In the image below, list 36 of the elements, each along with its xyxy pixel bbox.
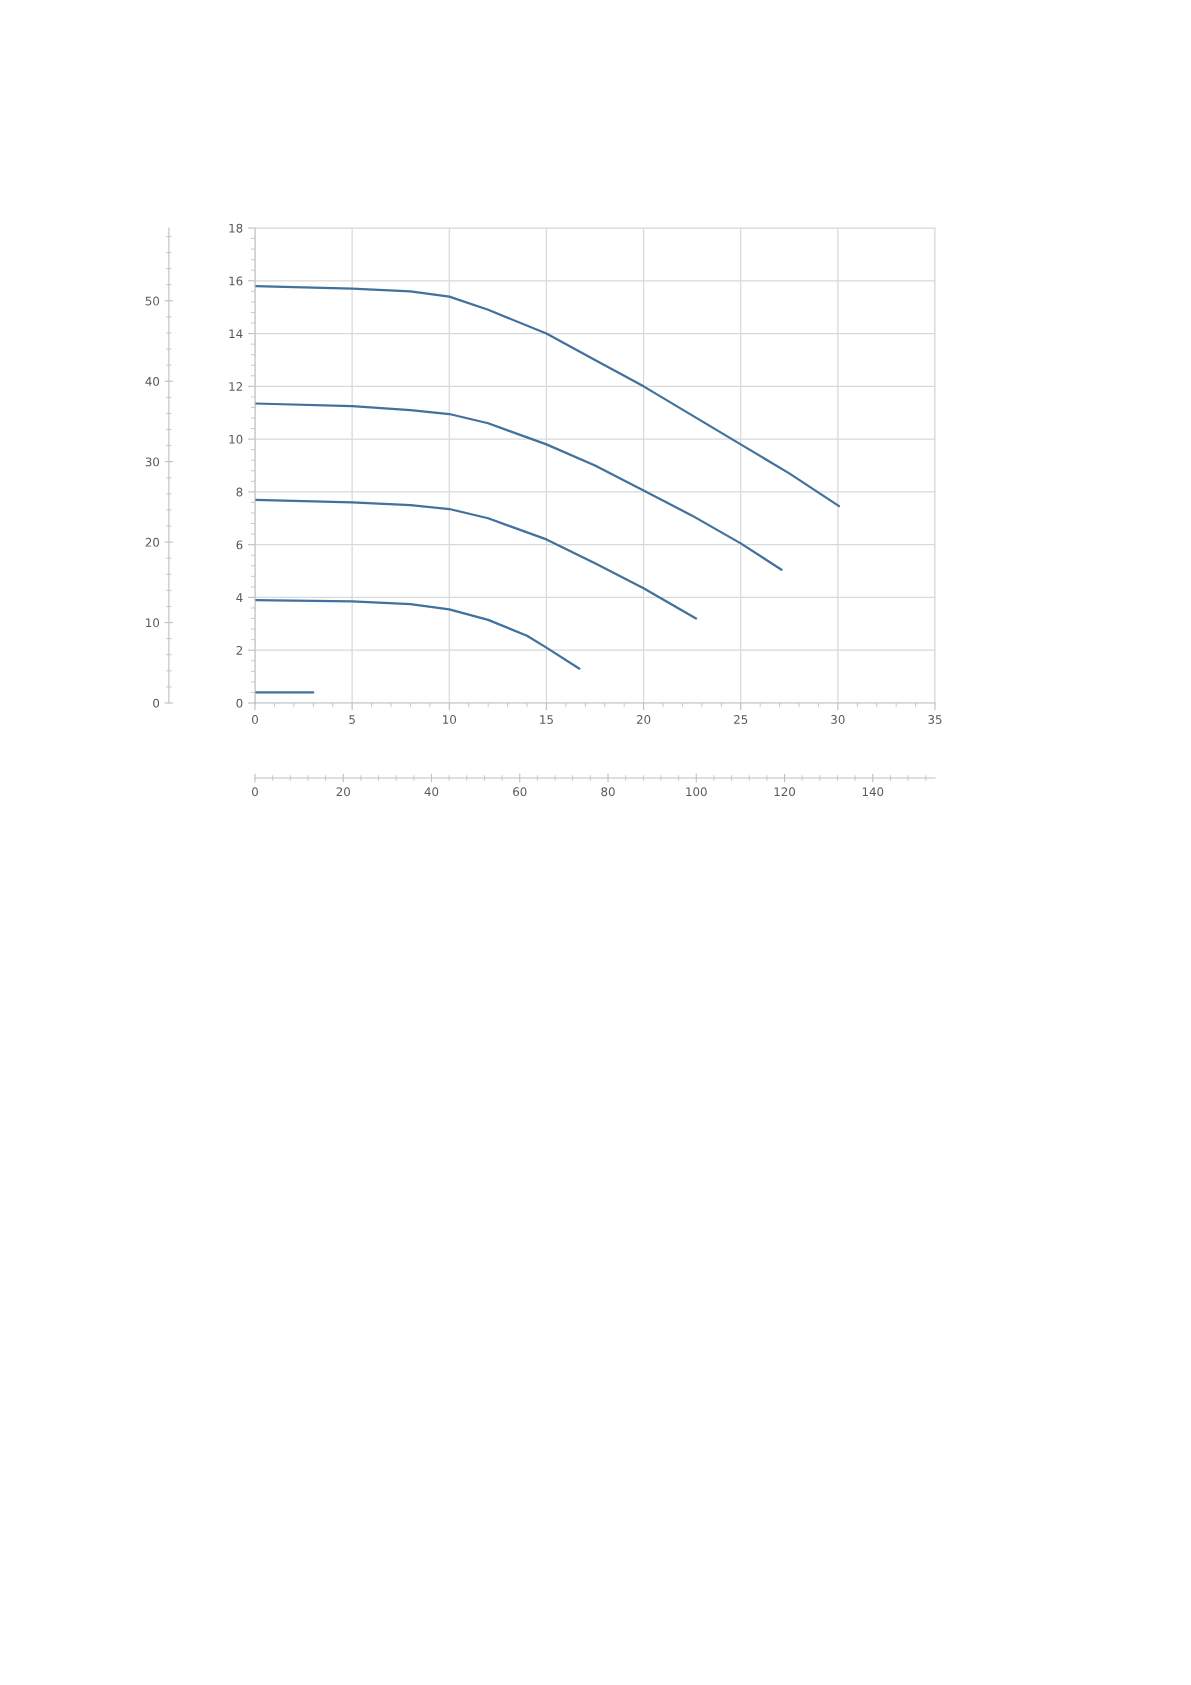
x2-tick-label: 80 (601, 787, 615, 797)
y2-tick-label: 50 (145, 296, 160, 306)
y2-tick-label: 20 (145, 537, 160, 547)
x-tick-label: 5 (349, 715, 355, 724)
line-series (255, 284, 841, 508)
x2-tick-label: 20 (336, 787, 350, 797)
x2-tick-label: 0 (252, 787, 258, 797)
y-tick-label: 4 (236, 593, 243, 602)
x2-tick-label: 60 (513, 787, 527, 797)
x2-tick-label: 40 (424, 787, 439, 797)
x-tick-label: 15 (540, 715, 553, 724)
x-tick-label: 35 (928, 715, 942, 724)
y-tick-label: 8 (236, 487, 243, 497)
y-tick-label: 10 (229, 434, 243, 444)
y-tick-label: 18 (229, 223, 243, 233)
line-series (255, 498, 698, 620)
y-tick-label: 14 (229, 329, 243, 339)
x2-tick-label: 120 (774, 787, 796, 797)
line-series (255, 402, 783, 571)
x-tick-label: 30 (831, 715, 845, 724)
y-tick-label: 2 (236, 645, 243, 655)
x-tick-label: 10 (443, 715, 457, 724)
x-tick-label: 25 (734, 715, 748, 724)
x2-tick-label: 140 (862, 787, 884, 797)
x2-tick-label: 100 (686, 787, 707, 797)
x-tick-label: 0 (252, 715, 258, 724)
line-series (255, 598, 581, 670)
y2-tick-label: 10 (146, 618, 160, 628)
y-tick-label: 0 (236, 698, 243, 708)
y2-tick-label: 0 (153, 698, 160, 708)
y-tick-label: 16 (229, 276, 243, 286)
y-tick-label: 6 (236, 540, 243, 550)
y2-tick-label: 40 (145, 376, 160, 386)
x-tick-label: 20 (636, 715, 651, 724)
y-tick-label: 12 (229, 382, 243, 391)
y2-tick-label: 30 (145, 457, 160, 467)
